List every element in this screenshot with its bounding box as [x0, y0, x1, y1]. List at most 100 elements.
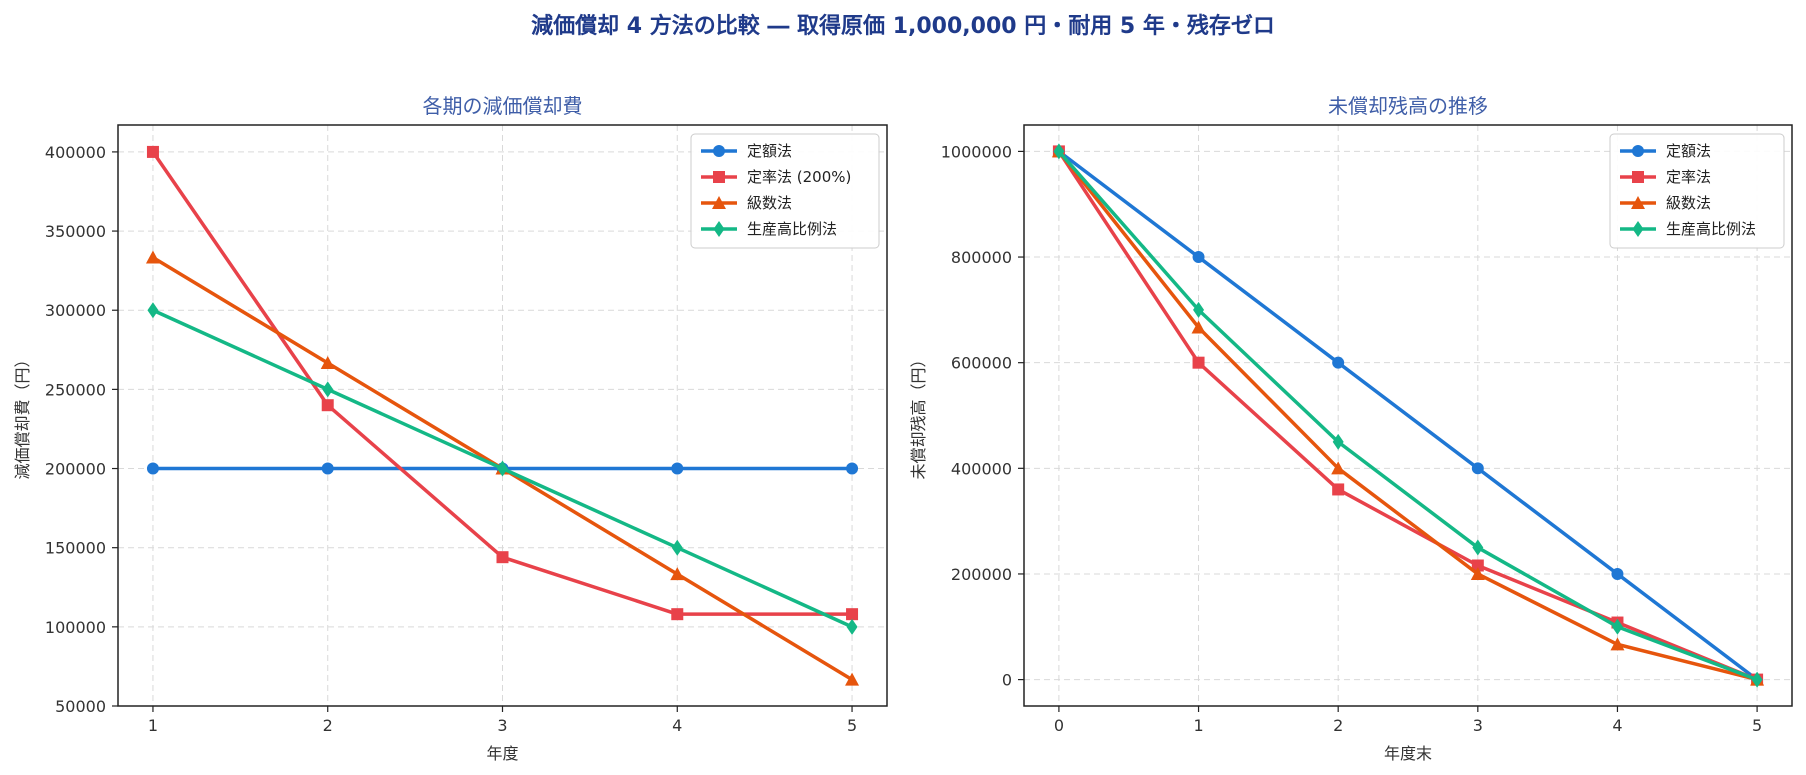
x-tick-label: 1 — [1193, 716, 1203, 735]
data-point — [1472, 539, 1484, 556]
x-tick-label: 3 — [1473, 716, 1483, 735]
legend-label: 定額法 — [1666, 142, 1711, 160]
data-point — [322, 381, 334, 398]
y-tick-label: 800000 — [951, 248, 1012, 267]
data-point — [147, 302, 159, 319]
plot-frame — [1023, 124, 1793, 707]
data-point — [670, 567, 685, 581]
x-tick-label: 2 — [1333, 716, 1343, 735]
data-point — [1053, 143, 1065, 160]
data-point — [1471, 559, 1484, 572]
y-tick-label: 300000 — [45, 301, 106, 320]
legend-marker — [1631, 196, 1645, 209]
data-point — [1332, 356, 1345, 369]
y-tick-label: 600000 — [951, 354, 1012, 373]
right-chart-panel: 0 1 2 3 4 5 0 200000 400000 600000 800000 1000000 未償… — [909, 94, 1793, 763]
y-tick-label: 200000 — [45, 460, 106, 479]
y-tick-label: 350000 — [45, 222, 106, 241]
legend-box — [1609, 133, 1785, 249]
legend-item: 定率法 (200%) — [701, 168, 851, 186]
legend-item: 定額法 — [701, 142, 792, 160]
data-point — [671, 539, 683, 556]
chart-title: 各期の減価償却費 — [423, 94, 583, 118]
data-point — [846, 608, 859, 621]
data-point — [1611, 567, 1624, 580]
legend-item: 定額法 — [1620, 142, 1711, 160]
data-point — [845, 672, 860, 686]
legend-label: 生産高比例法 — [747, 220, 837, 238]
series-line — [1057, 150, 1758, 682]
data-point — [846, 462, 859, 475]
y-axis-label: 減価償却費（円） — [13, 351, 32, 479]
y-axis-label: 未償却残高（円） — [909, 351, 928, 479]
chart-title: 未償却残高の推移 — [1328, 94, 1488, 118]
legend-item: 生産高比例法 — [701, 220, 837, 238]
legend-marker — [1632, 145, 1644, 157]
legend-item: 定率法 — [1620, 168, 1711, 186]
x-axis-label: 年度 — [486, 744, 518, 763]
y-tick-label: 1000000 — [941, 142, 1012, 161]
x-tick-label: 5 — [847, 716, 857, 735]
legend-label: 生産高比例法 — [1666, 220, 1756, 238]
data-point — [1192, 356, 1205, 369]
y-tick-label: 100000 — [45, 618, 106, 637]
legend-marker — [713, 221, 725, 237]
data-point — [497, 460, 508, 477]
data-point — [321, 399, 334, 412]
y-tick-label: 0 — [1002, 671, 1012, 690]
left-chart-panel: 1 2 3 4 5 50000 100000 150000 200000 250000 300000… — [13, 94, 888, 763]
y-tick-label: 50000 — [55, 697, 106, 716]
legend-marker — [713, 171, 725, 183]
y-tick-label: 150000 — [45, 539, 106, 558]
data-point — [671, 462, 684, 475]
data-point — [496, 551, 509, 564]
data-point — [846, 618, 858, 635]
series-line — [1057, 150, 1758, 682]
x-tick-label: 1 — [148, 716, 158, 735]
x-tick-label: 0 — [1054, 716, 1064, 735]
legend-label: 定率法 (200%) — [747, 168, 851, 186]
x-tick-label: 2 — [323, 716, 333, 735]
legend-label: 級数法 — [747, 194, 792, 212]
y-tick-label: 200000 — [951, 565, 1012, 584]
data-point — [1331, 461, 1346, 475]
legend-marker — [1632, 221, 1644, 237]
data-point — [671, 608, 684, 621]
y-tick-label: 400000 — [951, 459, 1012, 478]
legend-marker — [712, 196, 726, 209]
legend-box — [690, 133, 880, 249]
data-point — [321, 462, 334, 475]
x-axis-label: 年度末 — [1384, 744, 1432, 763]
x-tick-label: 3 — [497, 716, 507, 735]
data-point — [1192, 251, 1205, 264]
legend-label: 定額法 — [747, 142, 792, 160]
data-point — [1193, 301, 1205, 318]
legend-item: 生産高比例法 — [1620, 220, 1756, 238]
data-point — [1751, 671, 1763, 688]
data-point — [1332, 483, 1345, 496]
data-point — [1610, 637, 1625, 651]
legend-marker — [1632, 171, 1644, 183]
x-tick-label: 4 — [672, 716, 682, 735]
legend-item: 級数法 — [701, 194, 792, 212]
data-point — [1611, 618, 1623, 635]
data-point — [1191, 320, 1206, 334]
legend-label: 定率法 — [1666, 168, 1711, 186]
y-tick-label: 250000 — [45, 380, 106, 399]
data-point — [320, 355, 335, 369]
figure-title: 減価償却 4 方法の比較 ― 取得原価 1,000,000 円・耐用 5 年・残… — [531, 14, 1275, 39]
data-point — [1332, 433, 1344, 450]
data-point — [146, 462, 159, 475]
legend-marker — [713, 145, 725, 157]
x-tick-label: 5 — [1752, 716, 1762, 735]
series-line — [1057, 150, 1758, 682]
y-tick-label: 400000 — [45, 143, 106, 162]
legend-label: 級数法 — [1666, 194, 1711, 212]
x-tick-label: 4 — [1612, 716, 1622, 735]
series-line — [1057, 150, 1759, 681]
data-point — [1471, 462, 1484, 475]
data-point — [1470, 566, 1485, 580]
